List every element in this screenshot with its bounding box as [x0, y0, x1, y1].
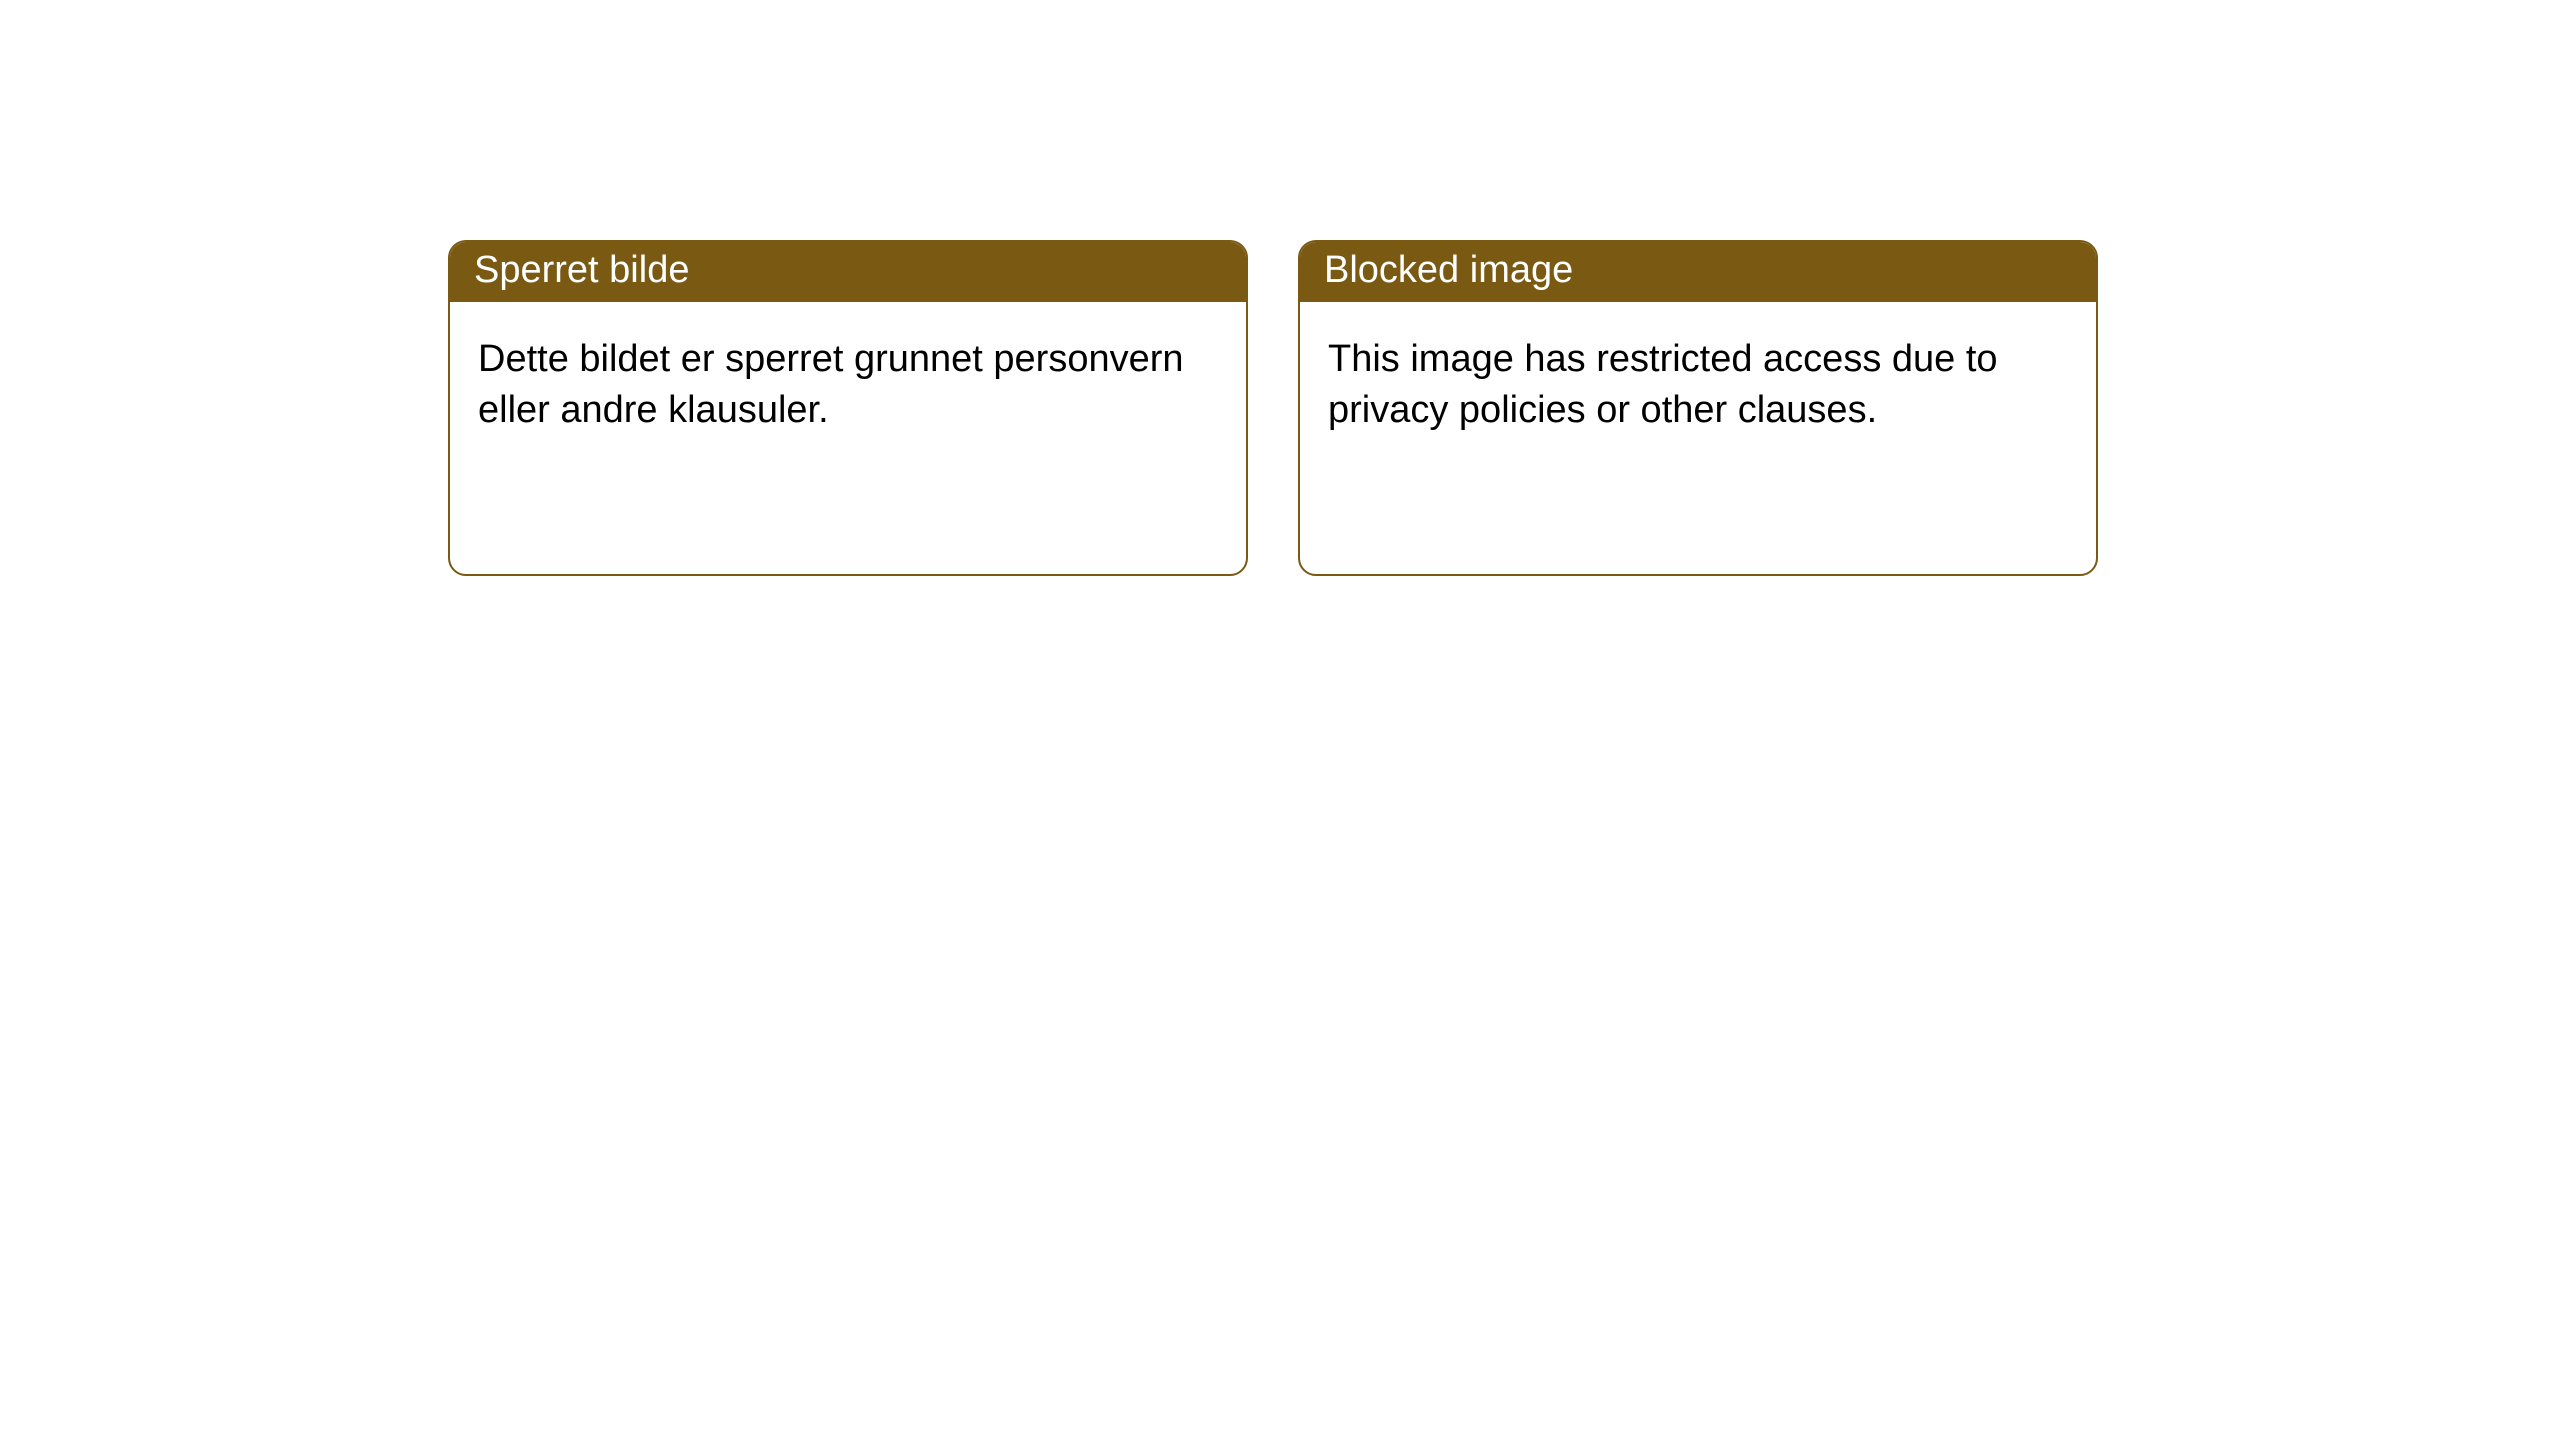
notice-card-english: Blocked image This image has restricted … [1298, 240, 2098, 576]
card-header: Sperret bilde [450, 242, 1246, 302]
notice-container: Sperret bilde Dette bildet er sperret gr… [0, 0, 2560, 576]
card-body-text: Dette bildet er sperret grunnet personve… [478, 338, 1184, 431]
notice-card-norwegian: Sperret bilde Dette bildet er sperret gr… [448, 240, 1248, 576]
card-header-title: Blocked image [1324, 249, 1573, 292]
card-header-title: Sperret bilde [474, 249, 689, 292]
card-body: This image has restricted access due to … [1300, 302, 2096, 469]
card-body-text: This image has restricted access due to … [1328, 338, 1998, 431]
card-body: Dette bildet er sperret grunnet personve… [450, 302, 1246, 469]
card-header: Blocked image [1300, 242, 2096, 302]
